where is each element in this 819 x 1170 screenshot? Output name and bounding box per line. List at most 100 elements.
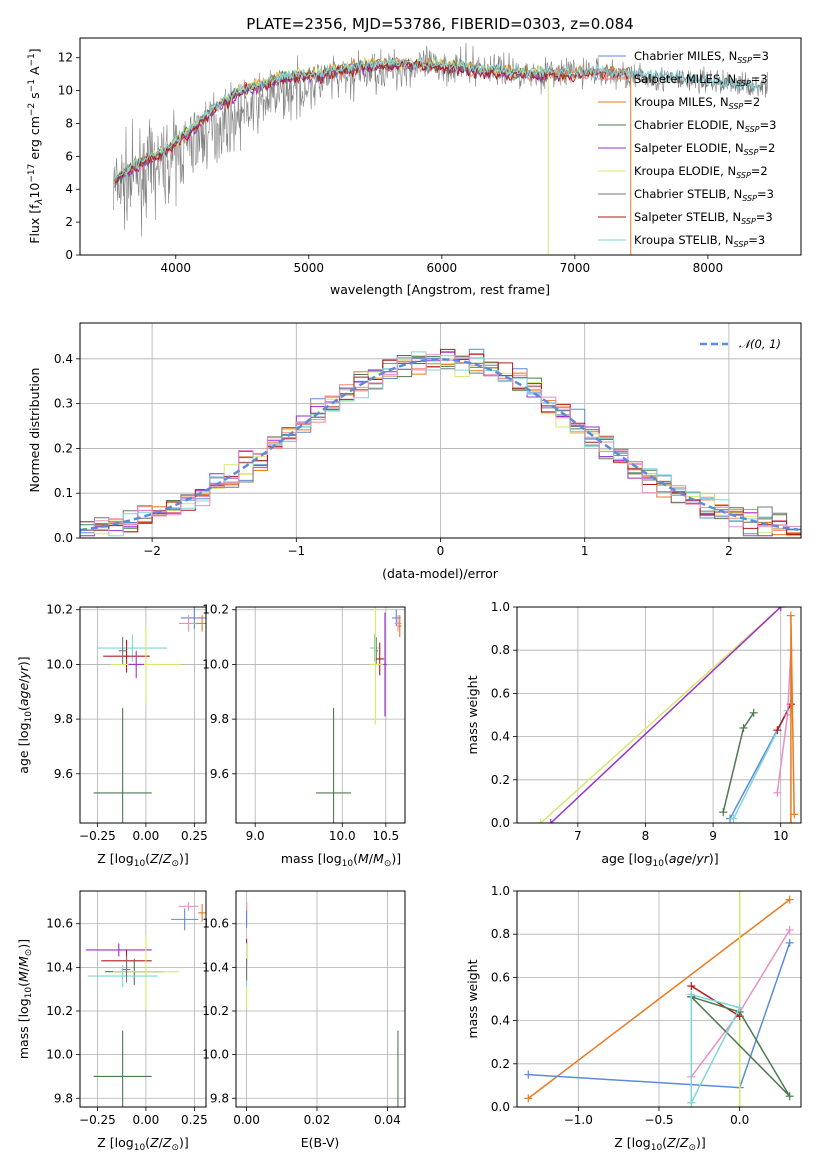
y-tick-label: 0.0 [491, 816, 510, 830]
y-tick-label: 9.8 [54, 712, 73, 726]
error-bar-point [93, 1030, 152, 1107]
error-bar-point [93, 708, 152, 823]
x-tick-label: −1.0 [564, 1113, 593, 1127]
y-tick-label: 0.6 [491, 970, 510, 984]
y-tick-label: 9.8 [210, 712, 229, 726]
y-tick-label: 10.0 [46, 657, 73, 671]
x-tick-label: −0.25 [79, 829, 116, 843]
x-tick-label: 0.00 [233, 1113, 260, 1127]
y-tick-label: 0.6 [491, 686, 510, 700]
x-tick-label: 0.25 [181, 829, 208, 843]
mass-weight-z-plot-area [524, 891, 794, 1107]
x-tick-label: 0.25 [181, 1113, 208, 1127]
mass-weight-marker [790, 810, 799, 819]
error-bar-point [112, 934, 179, 1009]
mass-z-y-ticks: 9.8 10.0 10.2 10.4 10.6 [46, 917, 80, 1105]
age-mass-x-label: mass [log10(M/M⊙)] [281, 851, 401, 869]
x-tick-label: −0.25 [79, 1113, 116, 1127]
mass-weight-marker [687, 1098, 696, 1107]
error-bar-point [196, 615, 206, 632]
error-bar-point [103, 639, 150, 673]
model-spectrum-line [114, 58, 629, 183]
x-tick-label: −1 [287, 544, 305, 558]
mass-weight-marker [524, 1094, 533, 1103]
x-tick-label: 5000 [294, 261, 325, 275]
x-tick-label: 6000 [427, 261, 458, 275]
age-z-frame [79, 606, 207, 824]
y-tick-label: 12 [58, 51, 73, 65]
age-mass-grid [236, 607, 405, 823]
y-tick-label: 10 [58, 84, 73, 98]
x-tick-label: −2 [143, 544, 161, 558]
age-mass-panel: 9.0 10.0 10.5 9.6 9.8 10.0 10.2 mass [log10(M… [202, 603, 406, 869]
mass-weight-marker [785, 938, 794, 947]
spectrum-y-ticks: 0 2 4 6 8 10 12 [58, 51, 80, 262]
y-tick-label: 10.4 [46, 960, 73, 974]
y-tick-label: 10.2 [46, 1004, 73, 1018]
mass-z-x-label: Z [log10(Z/Z⊙)] [97, 1135, 189, 1153]
age-z-x-ticks: −0.25 0.00 0.25 [79, 823, 208, 843]
mass-weight-line [550, 607, 782, 823]
residuals-x-label: (data-model)/error [382, 566, 499, 581]
error-bar-point [85, 943, 152, 957]
y-tick-label: 10.0 [202, 657, 229, 671]
legend-label: Salpeter ELODIE, NSSP=2 [634, 141, 775, 157]
mass-z-grid [80, 891, 206, 1107]
legend-label: Chabrier ELODIE, NSSP=3 [634, 118, 776, 134]
error-bar-point [316, 708, 351, 823]
age-z-x-label: Z [log10(Z/Z⊙)] [97, 851, 189, 869]
x-tick-label: 9.0 [246, 829, 265, 843]
mass-ebv-x-label: E(B-V) [301, 1135, 340, 1150]
age-z-y-ticks: 9.6 9.8 10.0 10.2 [46, 603, 80, 781]
age-z-panel: −0.25 0.00 0.25 9.6 9.8 10.0 10.2 Z [log10(Z/… [16, 603, 208, 869]
y-tick-label: 10.2 [202, 1004, 229, 1018]
residuals-panel: −2 −1 0 1 2 0.0 0.1 0.2 0.3 0.4 (data-model)/err… [27, 322, 802, 581]
legend-label: Salpeter MILES, NSSP=3 [634, 72, 768, 88]
legend-label: Kroupa MILES, NSSP=2 [634, 95, 760, 111]
spectrum-title: PLATE=2356, MJD=53786, FIBERID=0303, z=0… [246, 15, 633, 33]
mass-weight-line [690, 996, 791, 1097]
mass-weight-marker [719, 808, 728, 817]
mass-z-y-label: mass [log10(M/M⊙)] [16, 939, 34, 1059]
x-tick-label: 8 [642, 829, 650, 843]
mass-weight-line [722, 712, 755, 813]
mass-weight-z-x-label: Z [log10(Z/Z⊙)] [614, 1135, 706, 1153]
spectrum-legend: Chabrier MILES, NSSP=3 Salpeter MILES, NS… [598, 49, 776, 249]
error-bar-point [128, 650, 144, 679]
age-mass-x-ticks: 9.0 10.0 10.5 [246, 823, 399, 843]
error-bar-point [122, 956, 131, 983]
mass-weight-line [540, 607, 782, 823]
x-tick-label: 1 [581, 544, 589, 558]
mass-weight-z-y-ticks: 0.0 0.2 0.4 0.6 0.8 1.0 [491, 884, 517, 1114]
mass-weight-marker [785, 925, 794, 934]
age-mass-plot-area [316, 607, 402, 823]
mass-weight-line [527, 899, 791, 1099]
error-bar-point [171, 908, 199, 931]
residuals-plot-area [80, 348, 801, 538]
x-tick-label: 0.00 [133, 829, 160, 843]
error-bar-point [394, 615, 402, 632]
y-tick-label: 2 [65, 215, 73, 229]
mass-z-frame [79, 890, 207, 1108]
mass-weight-marker [524, 1070, 533, 1079]
spectrum-plot-area [113, 42, 768, 255]
mass-ebv-y-ticks: 9.8 10.0 10.2 10.4 10.6 [202, 917, 236, 1105]
y-tick-label: 6 [65, 149, 73, 163]
legend-label: Chabrier MILES, NSSP=3 [634, 49, 769, 65]
spectrum-frame [79, 37, 802, 256]
y-tick-label: 0.8 [491, 927, 510, 941]
error-bar-point [180, 607, 206, 629]
mass-weight-marker [749, 708, 758, 717]
mass-weight-marker [536, 819, 545, 823]
mass-weight-z-panel: −1.0 −0.5 0.0 0.0 0.2 0.4 0.6 0.8 1.0 Z [log10(… [465, 884, 802, 1153]
spectrum-y-label: Flux [fλ10−17 erg cm−2 s−1 A−1] [27, 48, 45, 243]
mass-ebv-plot-area [246, 901, 399, 1107]
y-tick-label: 10.4 [202, 960, 229, 974]
mass-weight-marker [773, 726, 782, 735]
mass-z-plot-area [85, 901, 206, 1107]
spectrum-x-ticks: 4000 5000 6000 7000 8000 [161, 255, 723, 275]
error-bar-point [118, 637, 127, 665]
model-spectrum-line [114, 58, 762, 186]
y-tick-label: 0.2 [54, 441, 73, 455]
